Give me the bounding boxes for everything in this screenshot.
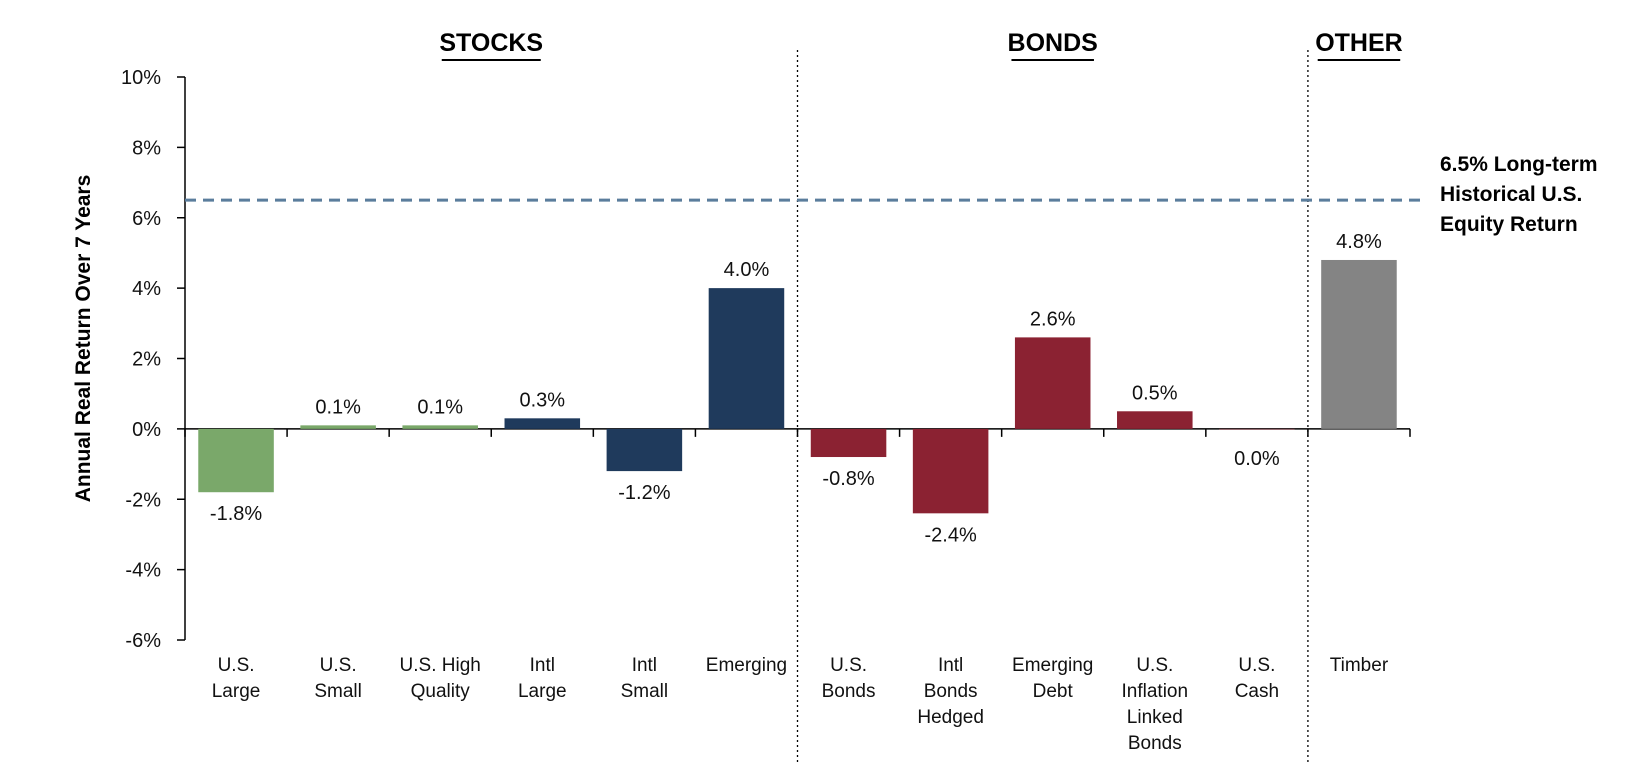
data-label: -2.4% — [925, 524, 977, 546]
data-label: 4.8% — [1336, 231, 1382, 253]
y-axis-title: Annual Real Return Over 7 Years — [72, 175, 95, 503]
data-label: -1.2% — [618, 482, 670, 504]
category-label: Small — [621, 681, 669, 702]
bar — [1321, 259, 1397, 429]
y-tick-label: 4% — [132, 278, 161, 300]
category-label: U.S. — [218, 655, 255, 676]
group-header: STOCKS — [439, 29, 543, 57]
category-label: Emerging — [1012, 655, 1093, 676]
data-label: 0.1% — [315, 396, 361, 418]
category-label: Cash — [1235, 681, 1279, 702]
category-label: U.S. — [1136, 655, 1173, 676]
bar — [708, 288, 785, 429]
data-label: -1.8% — [210, 503, 262, 525]
y-tick-label: 2% — [132, 349, 161, 371]
category-label: Large — [212, 681, 261, 702]
category-label: Timber — [1330, 655, 1389, 676]
category-label: Debt — [1033, 681, 1074, 702]
category-label: Inflation — [1122, 681, 1189, 702]
reference-line-label: Equity Return — [1440, 213, 1578, 236]
category-label: U.S. — [830, 655, 867, 676]
category-label: Large — [518, 681, 567, 702]
data-label: 0.0% — [1234, 448, 1280, 470]
y-tick-label: -4% — [125, 560, 161, 582]
category-label: Small — [314, 681, 362, 702]
category-label: Hedged — [917, 707, 984, 728]
category-label: U.S. — [320, 655, 357, 676]
data-label: -0.8% — [822, 468, 874, 490]
category-label: Bonds — [822, 681, 876, 702]
bar — [1117, 411, 1193, 429]
category-label: U.S. High — [400, 655, 481, 676]
bar — [300, 425, 376, 429]
y-tick-label: 10% — [121, 67, 161, 89]
category-label: Intl — [938, 655, 963, 676]
bar — [198, 428, 274, 493]
y-tick-label: -2% — [125, 489, 161, 511]
bar — [606, 428, 683, 472]
category-label: U.S. — [1238, 655, 1275, 676]
group-header: OTHER — [1315, 29, 1403, 57]
data-label: 2.6% — [1030, 308, 1076, 330]
y-tick-label: 0% — [132, 419, 161, 441]
bar — [1219, 428, 1295, 430]
category-label: Intl — [530, 655, 555, 676]
category-label: Intl — [632, 655, 657, 676]
y-tick-label: 8% — [132, 137, 161, 159]
data-label: 0.5% — [1132, 382, 1178, 404]
group-header: BONDS — [1008, 29, 1098, 57]
bar — [810, 428, 887, 458]
y-tick-label: 6% — [132, 208, 161, 230]
y-tick-label: -6% — [125, 630, 161, 652]
bar — [912, 428, 989, 514]
bar — [504, 418, 581, 429]
category-label: Bonds — [1128, 733, 1182, 754]
category-label: Linked — [1127, 707, 1183, 728]
data-label: 4.0% — [724, 259, 770, 281]
data-label: 0.3% — [519, 389, 565, 411]
bar — [1014, 337, 1091, 429]
data-label: 0.1% — [417, 396, 463, 418]
bar — [402, 425, 478, 429]
reference-line-label: 6.5% Long-term — [1440, 153, 1598, 176]
category-label: Quality — [411, 681, 471, 702]
reference-line-label: Historical U.S. — [1440, 183, 1582, 206]
category-label: Emerging — [706, 655, 787, 676]
category-label: Bonds — [924, 681, 978, 702]
